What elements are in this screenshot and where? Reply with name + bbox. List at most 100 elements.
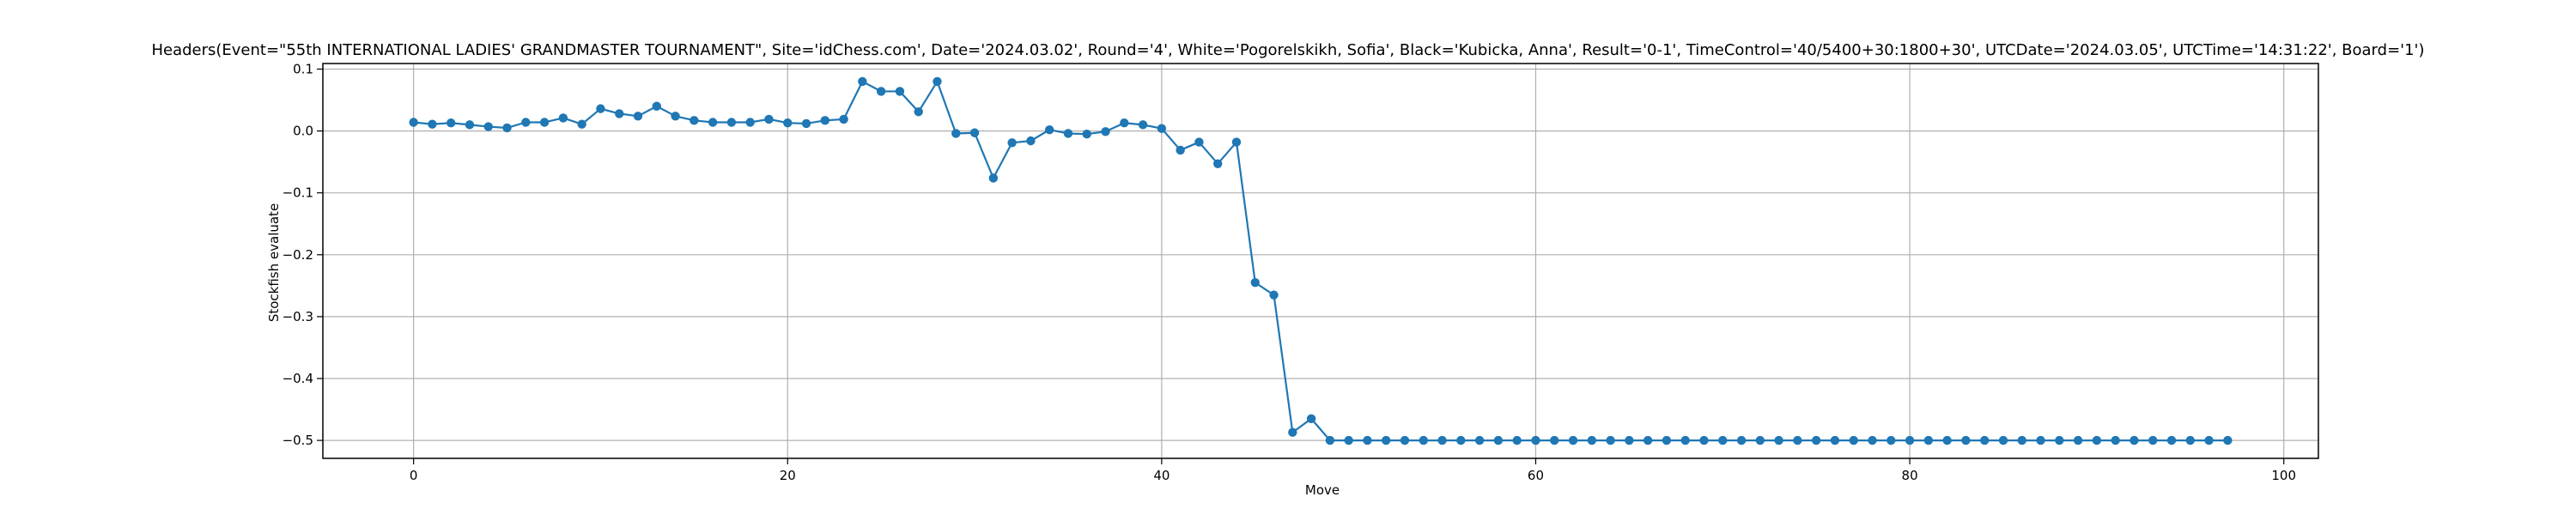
- data-point: [633, 112, 643, 121]
- data-point: [2185, 435, 2196, 445]
- data-point: [1306, 414, 1316, 424]
- y-axis-ticks: 0.1 0.0 −0.1 −0.2 −0.3 −0.4 −0.5: [283, 61, 323, 448]
- data-point: [446, 118, 456, 128]
- data-point: [783, 118, 793, 128]
- data-point: [1269, 290, 1279, 300]
- data-point: [1662, 435, 1672, 445]
- data-point: [1774, 435, 1783, 445]
- y-tick-label: −0.1: [283, 185, 313, 201]
- data-point: [1905, 435, 1915, 445]
- data-point: [1063, 129, 1073, 138]
- data-point: [1868, 435, 1877, 445]
- data-point: [1680, 435, 1690, 445]
- data-point: [1980, 435, 1990, 445]
- data-point: [2036, 435, 2045, 445]
- x-tick-label: 40: [1153, 468, 1170, 483]
- data-point: [745, 118, 755, 127]
- data-point: [2073, 435, 2083, 445]
- y-tick-label: −0.3: [283, 309, 313, 324]
- data-point: [652, 101, 661, 111]
- data-point: [1213, 159, 1223, 169]
- data-point: [1811, 435, 1821, 445]
- data-point: [2092, 435, 2102, 445]
- data-point: [1474, 435, 1485, 445]
- data-point: [1400, 435, 1410, 445]
- data-point: [483, 122, 493, 131]
- data-point: [895, 87, 905, 96]
- data-point: [1026, 136, 1036, 146]
- y-tick-label: −0.5: [283, 433, 313, 448]
- data-point: [1250, 278, 1260, 288]
- data-point: [1587, 435, 1597, 445]
- data-point: [2223, 435, 2233, 445]
- data-point: [1382, 435, 1391, 445]
- data-point: [1849, 435, 1858, 445]
- data-point: [1419, 435, 1428, 445]
- data-point: [2129, 435, 2139, 445]
- data-point: [2017, 435, 2026, 445]
- data-point: [1344, 435, 1353, 445]
- data-point: [671, 112, 680, 121]
- data-point: [1157, 124, 1167, 133]
- x-tick-label: 100: [2271, 468, 2296, 483]
- data-point: [596, 104, 605, 113]
- x-tick-label: 0: [410, 468, 418, 483]
- data-point: [2148, 435, 2158, 445]
- data-point: [1699, 435, 1709, 445]
- data-point: [801, 118, 811, 129]
- data-point: [1998, 435, 2008, 445]
- data-point: [1961, 435, 1971, 445]
- chart-title: Headers(Event="55th INTERNATIONAL LADIES…: [151, 41, 2424, 59]
- data-point: [1363, 435, 1372, 445]
- data-point: [708, 118, 718, 127]
- data-point: [858, 76, 867, 87]
- y-tick-label: 0.1: [293, 61, 313, 76]
- y-tick-label: −0.2: [283, 247, 313, 263]
- data-point: [1325, 435, 1335, 445]
- data-point: [1886, 435, 1896, 445]
- y-tick-label: 0.0: [293, 124, 313, 139]
- x-axis-ticks: 0 20 40 60 80 100: [410, 458, 2296, 483]
- data-point: [1231, 137, 1242, 147]
- grid: [323, 64, 2318, 458]
- data-point: [933, 76, 942, 87]
- data-point: [1942, 435, 1952, 445]
- series-line: [413, 80, 2228, 442]
- data-point: [2166, 435, 2177, 445]
- data-point: [1493, 435, 1504, 445]
- data-point: [764, 114, 774, 124]
- data-point: [539, 118, 550, 127]
- data-point: [1830, 435, 1840, 445]
- data-point: [1007, 138, 1017, 148]
- data-point: [1194, 137, 1204, 147]
- data-point: [428, 119, 437, 129]
- data-point: [1456, 435, 1466, 445]
- data-point: [1568, 435, 1578, 445]
- series-points: [409, 76, 2233, 445]
- data-point: [577, 119, 586, 129]
- data-point: [1138, 120, 1148, 130]
- x-tick-label: 20: [780, 468, 796, 483]
- data-point: [1082, 129, 1091, 139]
- data-point: [988, 173, 999, 183]
- data-point: [1101, 127, 1110, 136]
- data-point: [951, 129, 961, 138]
- data-point: [1531, 435, 1540, 445]
- data-point: [1718, 435, 1728, 445]
- x-tick-label: 80: [1902, 468, 1918, 483]
- data-point: [1923, 435, 1934, 445]
- data-point: [465, 120, 475, 130]
- data-point: [726, 118, 737, 127]
- plot-frame: [322, 63, 2319, 459]
- data-point: [1512, 435, 1522, 445]
- data-point: [2111, 435, 2120, 445]
- data-point: [409, 118, 418, 127]
- data-point: [1120, 118, 1129, 128]
- data-point: [876, 87, 886, 96]
- data-point: [502, 123, 512, 133]
- data-point: [820, 116, 830, 125]
- data-point: [969, 128, 980, 137]
- y-axis-label: Stockfish evaluate: [266, 203, 282, 322]
